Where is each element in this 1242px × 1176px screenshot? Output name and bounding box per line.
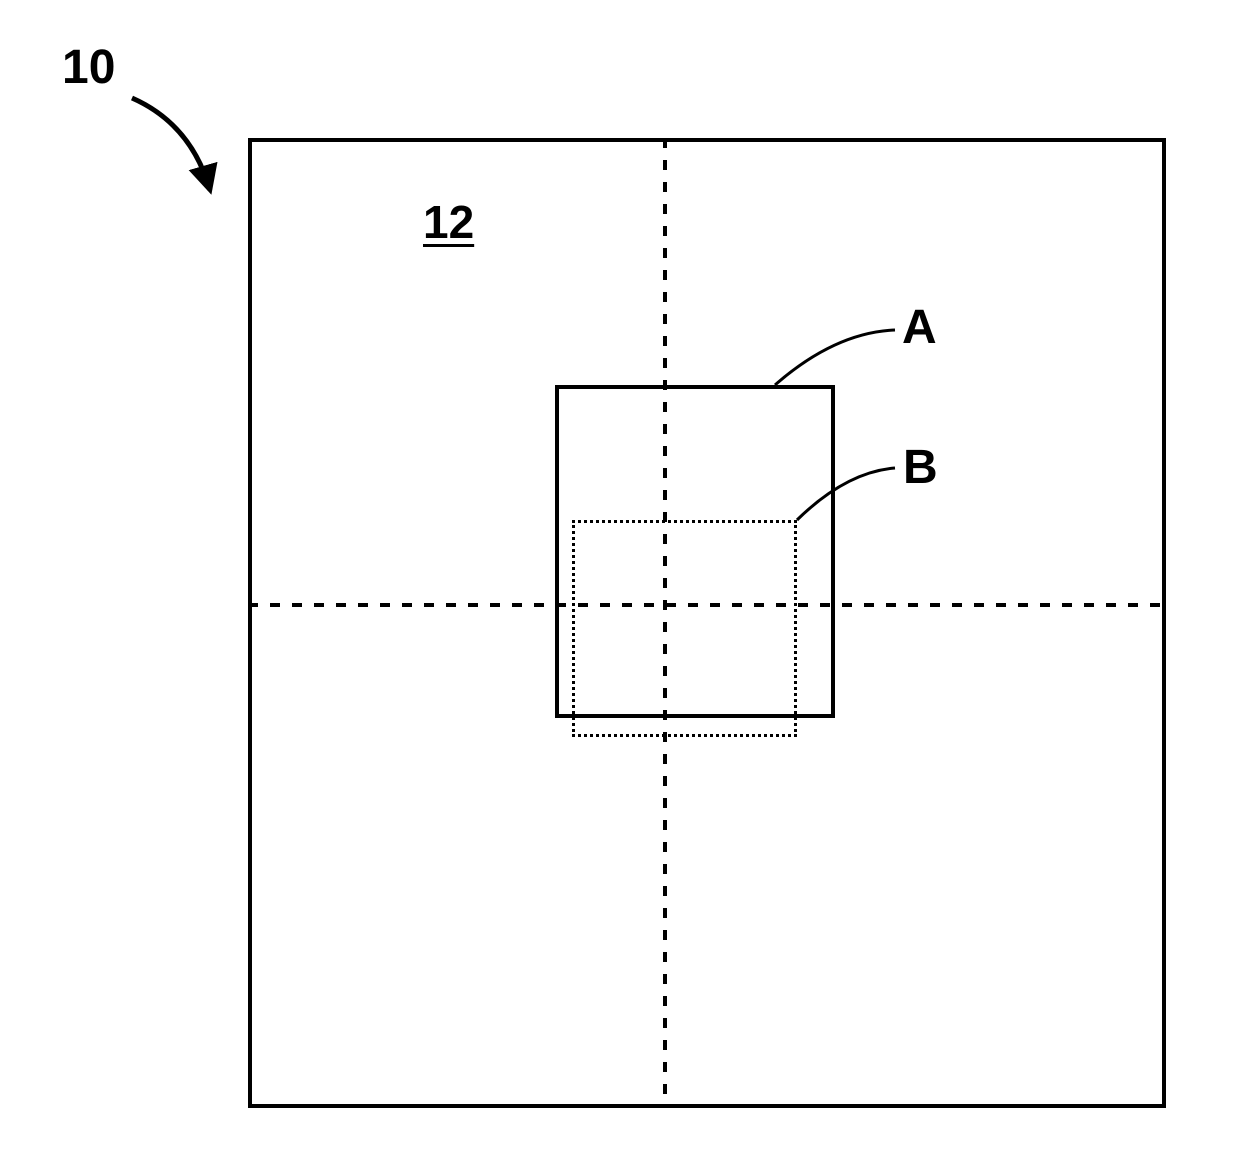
leader-line-b (0, 0, 1242, 1176)
